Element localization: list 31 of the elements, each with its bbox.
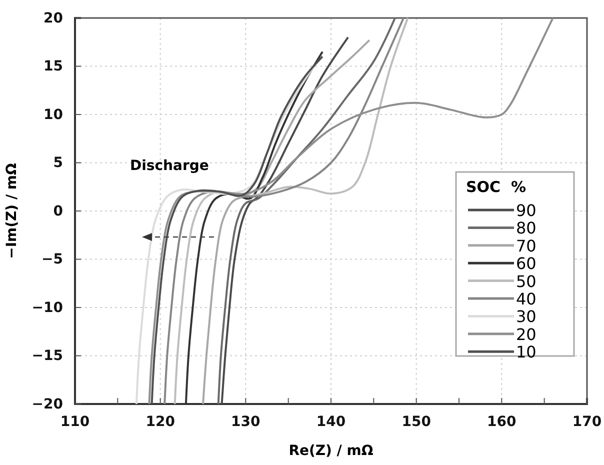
legend-label: 90 (516, 201, 536, 220)
legend-label: 30 (516, 307, 536, 326)
y-tick-label: 0 (53, 203, 64, 220)
legend-label: 20 (516, 324, 536, 344)
line-series (220, 36, 350, 405)
legend-label: 70 (516, 236, 536, 256)
y-tick-label: 15 (44, 58, 63, 75)
legend-label: 60 (516, 254, 536, 274)
x-tick-label: 140 (316, 414, 346, 430)
y-tick-label: 10 (44, 106, 64, 123)
x-tick-label: 170 (572, 414, 602, 430)
y-axis-title: −Im(Z) / mΩ (4, 162, 20, 259)
x-axis-title: Re(Z) / mΩ (288, 443, 374, 459)
legend-label: 80 (516, 218, 536, 238)
annotation: Discharge (130, 158, 209, 174)
x-tick-label: 130 (231, 414, 261, 430)
y-tick-label: 20 (44, 10, 64, 26)
y-tick-label: −20 (32, 396, 64, 412)
x-tick-label: 160 (487, 414, 517, 430)
y-tick-label: 5 (53, 155, 63, 172)
legend-label: 40 (516, 290, 536, 308)
legend-title: SOC % (466, 178, 526, 196)
y-tick-label: −5 (42, 252, 63, 268)
x-tick-label: 150 (402, 414, 432, 430)
line-series (217, 17, 396, 405)
y-tick-label: −10 (32, 300, 64, 316)
x-tick-label: 110 (60, 414, 90, 430)
legend-label: 10 (516, 342, 536, 362)
y-tick-label: −15 (32, 348, 63, 364)
x-tick-label: 120 (146, 414, 176, 430)
legend-label: 50 (516, 272, 536, 291)
